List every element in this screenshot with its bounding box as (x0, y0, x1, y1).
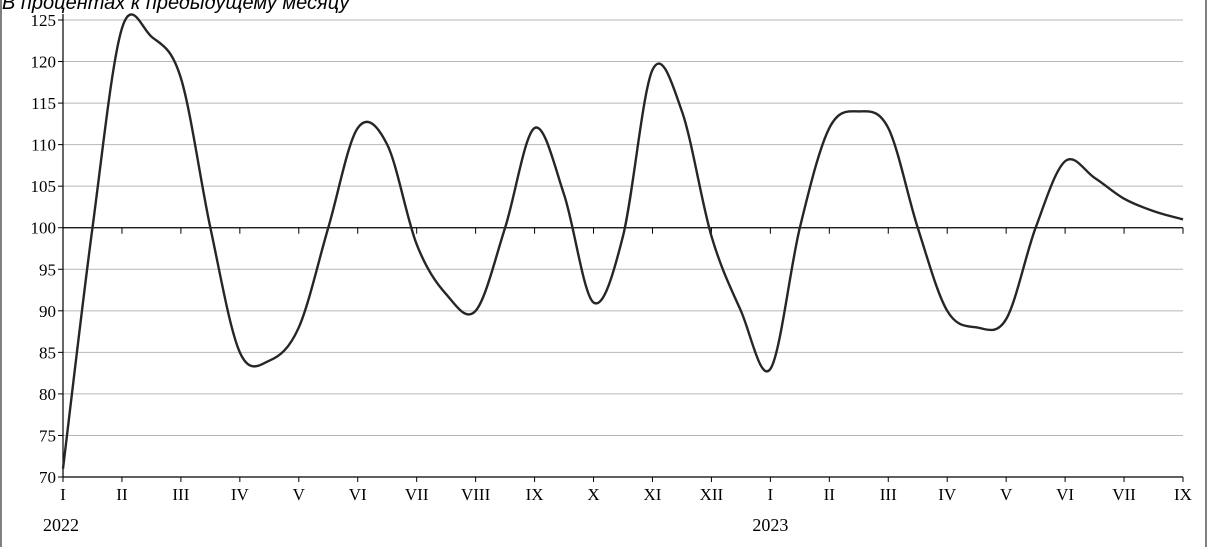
y-tick-label: 105 (31, 177, 57, 196)
x-tick-label: VIII (461, 485, 491, 504)
year-label: 2023 (752, 515, 788, 535)
x-tick-label: III (880, 485, 897, 504)
x-tick-label: III (172, 485, 189, 504)
x-tick-label: IV (938, 485, 957, 504)
y-tick-label: 100 (31, 219, 57, 238)
y-tick-label: 125 (31, 11, 57, 30)
y-tick-label: 110 (31, 136, 56, 155)
x-tick-label: V (1000, 485, 1013, 504)
y-tick-label: 120 (31, 53, 57, 72)
chart-subtitle: В процентах к предыдущему месяцу (2, 0, 350, 14)
x-tick-label: I (768, 485, 774, 504)
x-tick-label: II (116, 485, 128, 504)
y-tick-label: 75 (39, 426, 56, 445)
x-tick-label: XII (700, 485, 724, 504)
gridlines (63, 19, 1183, 436)
y-tick-label: 115 (31, 94, 56, 113)
x-tick-label: I (60, 485, 66, 504)
x-tick-label: IX (1174, 485, 1192, 504)
x-tick-label: VI (349, 485, 367, 504)
year-label: 2022 (43, 515, 79, 535)
y-tick-label: 70 (39, 468, 56, 487)
x-tick-label: IV (231, 485, 250, 504)
series-lines (61, 13, 1184, 469)
x-tick-label: XI (643, 485, 661, 504)
x-tick-label: IX (526, 485, 544, 504)
x-tick-label: II (824, 485, 836, 504)
series-line (61, 13, 1184, 469)
x-tick-label: V (293, 485, 306, 504)
y-tick-label: 95 (39, 260, 56, 279)
axes (62, 14, 1183, 478)
year-labels: 2022 2023 (43, 515, 788, 535)
y-tick-label: 90 (39, 302, 56, 321)
x-axis-ticks: I II III IV V VI VII VIII IX X XI XII I II III IV V VI VII… (60, 477, 1192, 504)
x-tick-label: VII (405, 485, 429, 504)
y-tick-label: 85 (39, 343, 56, 362)
x-tick-label: X (587, 485, 599, 504)
y-tick-label: 80 (39, 385, 56, 404)
x-tick-label: VI (1056, 485, 1074, 504)
x-tick-label: VII (1112, 485, 1136, 504)
y-axis-ticks: 70 75 80 85 90 95 100 105 110 115 120 125 (31, 11, 63, 487)
